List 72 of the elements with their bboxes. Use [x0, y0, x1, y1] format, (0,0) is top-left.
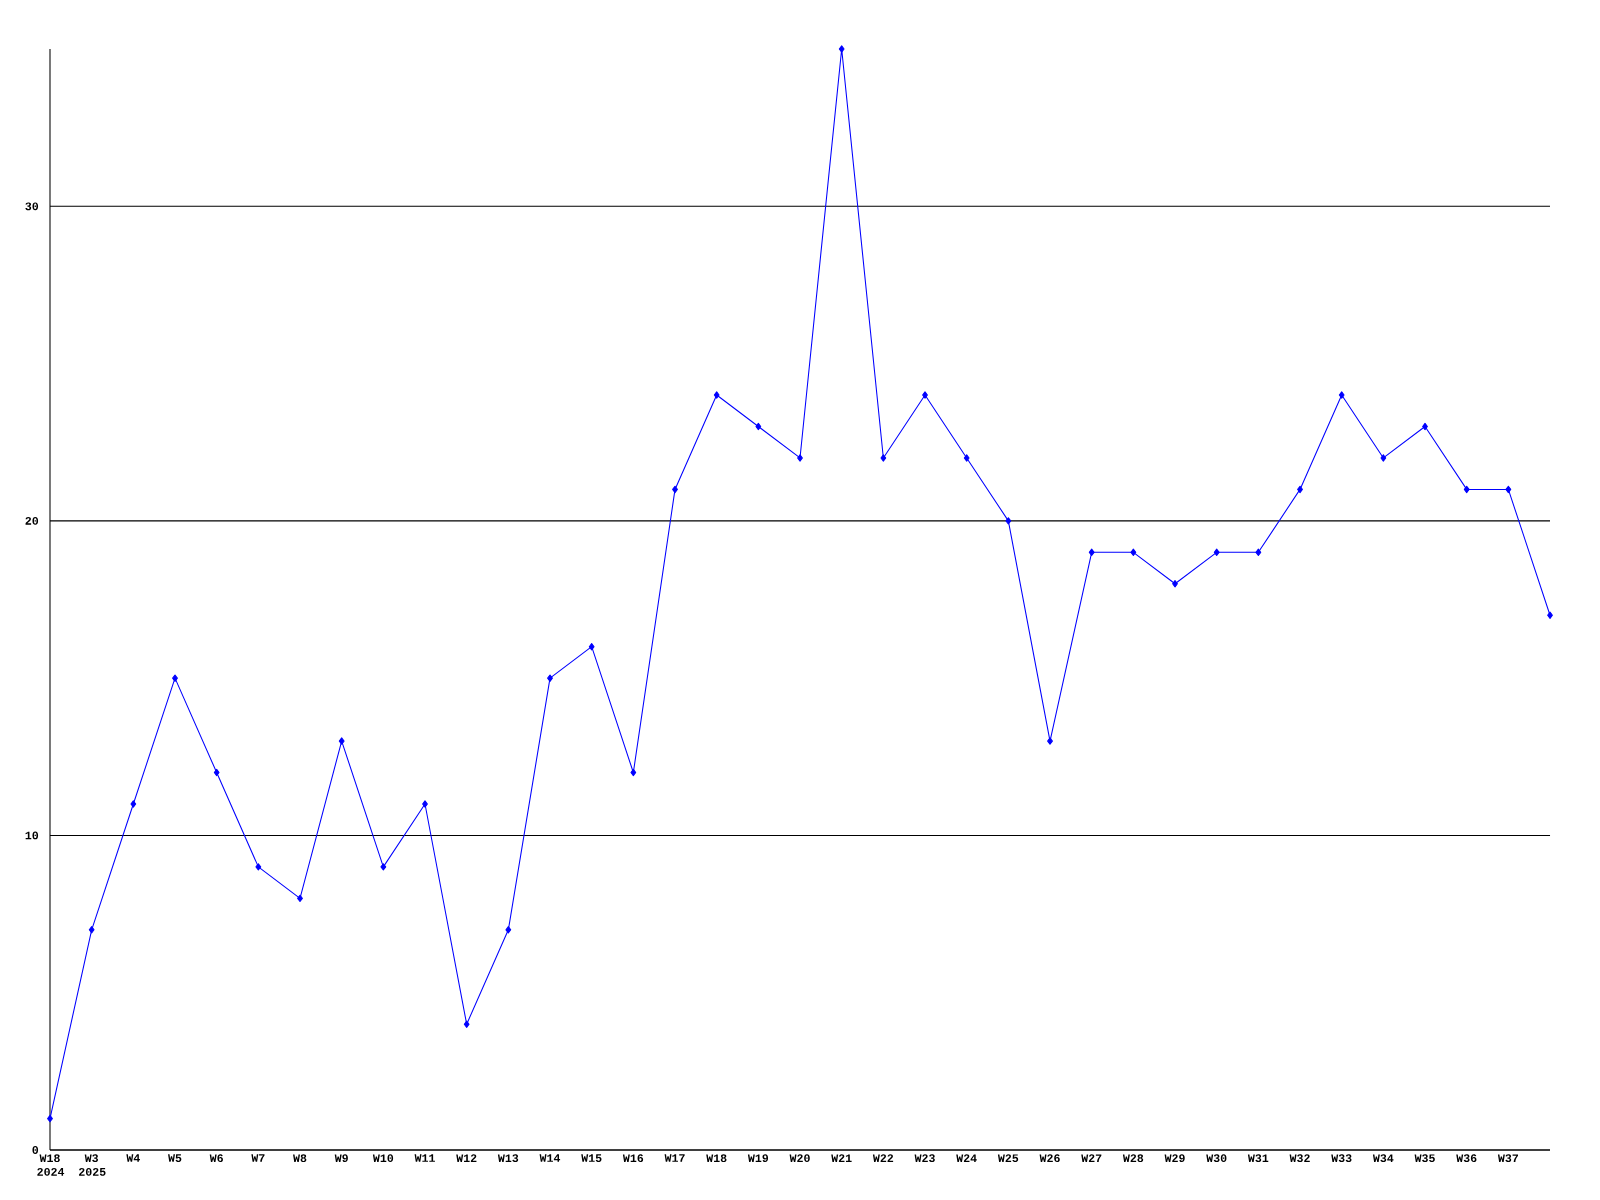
point [255, 863, 262, 871]
x-tick-label: W30 [1206, 1154, 1227, 1163]
x-tick-label: W29 [1164, 1154, 1185, 1163]
point [838, 45, 845, 53]
point [380, 863, 387, 871]
x-tick-label: W35 [1414, 1154, 1435, 1163]
point [213, 768, 220, 777]
x-tick-label: W10 [372, 1154, 394, 1163]
x-tick-label: W31 [1247, 1154, 1269, 1163]
x-tick-label: W28 [1122, 1154, 1144, 1163]
point [1380, 454, 1387, 462]
point [1005, 517, 1012, 525]
x-tick-label: W7 [251, 1154, 265, 1162]
x-tick-label: W17 [664, 1154, 685, 1162]
point [505, 926, 512, 934]
point [1338, 391, 1345, 399]
x-tick-label: W5 [168, 1154, 182, 1162]
point [1213, 548, 1220, 557]
x-tick-label: W19 [747, 1154, 769, 1163]
point [547, 674, 553, 682]
x-tick-label: W14 [539, 1154, 561, 1162]
x-tick-label: W13 [497, 1154, 519, 1163]
x-tick-label: W16 [622, 1154, 644, 1163]
x-tick-label: W18 2024 [37, 1154, 65, 1176]
point [1088, 548, 1095, 557]
point [130, 800, 137, 808]
point [172, 674, 178, 682]
x-tick-label: W21 [831, 1154, 852, 1162]
point [1463, 485, 1470, 494]
point [1130, 548, 1137, 557]
point [338, 737, 345, 745]
x-tick-label: W20 [789, 1154, 810, 1163]
x-tick-label: W22 [872, 1154, 894, 1162]
point [713, 391, 720, 399]
x-tick-label: W12 [456, 1154, 477, 1162]
point [880, 454, 887, 462]
x-tick-label: W36 [1456, 1154, 1477, 1163]
point [797, 454, 803, 462]
point [422, 800, 428, 808]
x-tick-label: W3 2025 [79, 1154, 106, 1176]
point [630, 768, 637, 777]
x-tick-label: W9 [334, 1154, 348, 1163]
x-tick-label: W11 [414, 1154, 435, 1162]
x-tick-label: W37 [1497, 1154, 1519, 1163]
x-tick-label: W26 [1039, 1154, 1060, 1163]
point [88, 926, 95, 934]
x-tick-label: W32 [1289, 1154, 1310, 1163]
x-tick-label: W33 [1331, 1154, 1352, 1163]
point [1505, 485, 1512, 494]
y-tick-label: 10 [25, 831, 39, 840]
x-tick-label: W24 [956, 1154, 977, 1162]
point [1255, 548, 1262, 557]
point [463, 1020, 470, 1028]
x-tick-label: W25 [997, 1154, 1019, 1163]
point [588, 643, 595, 651]
x-tick-label: W6 [209, 1154, 223, 1163]
point [963, 454, 970, 462]
x-tick-label: W4 [126, 1154, 140, 1162]
x-tick-label: W23 [914, 1154, 935, 1163]
point [755, 422, 762, 431]
y-tick-label: 20 [25, 516, 39, 525]
point [1547, 611, 1553, 619]
point [922, 391, 928, 399]
x-tick-label: W27 [1081, 1154, 1102, 1162]
x-tick-label: W8 [293, 1154, 307, 1163]
point [1172, 580, 1178, 588]
point [1047, 737, 1053, 745]
x-tick-label: W18 [706, 1154, 727, 1163]
x-tick-label: W34 [1372, 1154, 1394, 1163]
x-tick-label: W15 [581, 1154, 602, 1162]
y-tick-label: 30 [25, 202, 39, 211]
y-tick-label: 0 [32, 1146, 39, 1154]
